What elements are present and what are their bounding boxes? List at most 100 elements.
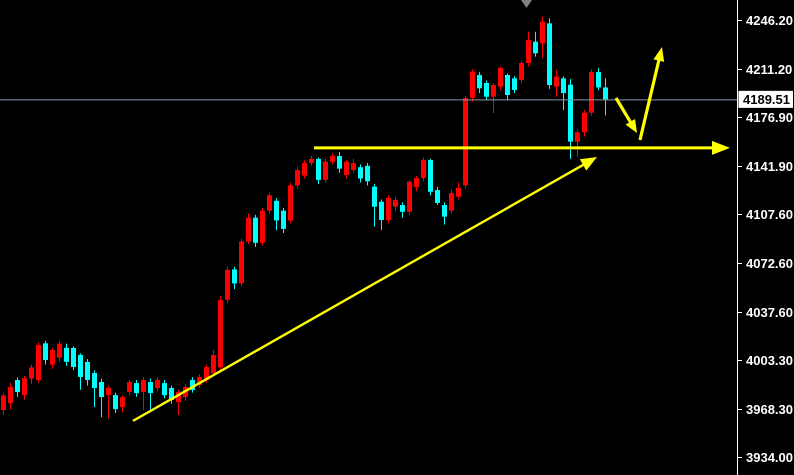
rising-trendline-arrow[interactable] xyxy=(132,162,586,422)
candle-body xyxy=(22,378,27,396)
candle-body xyxy=(330,156,335,162)
candle-body xyxy=(92,373,97,388)
candle-body xyxy=(533,41,538,54)
candle-body xyxy=(141,380,146,393)
price-axis-strip[interactable] xyxy=(738,0,794,475)
candle-body xyxy=(379,201,384,221)
price-tick-label: 4037.60 xyxy=(746,305,793,320)
candle-body xyxy=(260,210,265,243)
projection-up-arrow-head[interactable] xyxy=(653,47,665,62)
candle-body xyxy=(225,269,230,300)
candle-body xyxy=(148,381,153,394)
candle-body xyxy=(344,161,349,175)
candle-body xyxy=(519,62,524,81)
candle-body xyxy=(302,163,307,176)
candle-body xyxy=(246,217,251,242)
candle-body xyxy=(288,185,293,221)
candle-body xyxy=(169,387,174,401)
candle-body xyxy=(470,71,475,98)
candle-body xyxy=(274,200,279,221)
candle-body xyxy=(337,156,342,169)
candle-body xyxy=(211,354,216,374)
candle-body xyxy=(449,193,454,211)
candle-body xyxy=(8,387,13,404)
candle-body xyxy=(603,87,608,100)
candle-body xyxy=(428,159,433,192)
price-tick-label: 4072.60 xyxy=(746,256,793,271)
candle-body xyxy=(456,187,461,197)
candle-body xyxy=(239,241,244,284)
candle-body xyxy=(421,159,426,179)
candle-body xyxy=(484,82,489,97)
candle-body xyxy=(85,361,90,381)
candle-body xyxy=(71,347,76,367)
candle-body xyxy=(106,387,111,396)
candle-body xyxy=(155,380,160,388)
candle-body xyxy=(29,367,34,379)
candle-body xyxy=(134,383,139,394)
candle-body xyxy=(596,72,601,88)
rising-trendline-arrow-head[interactable] xyxy=(579,157,597,171)
candle-body xyxy=(463,97,468,186)
candle-body xyxy=(477,75,482,89)
candle-body xyxy=(316,158,321,180)
price-tick-label: 4246.20 xyxy=(746,13,793,28)
candle-body xyxy=(526,40,531,63)
candle-body xyxy=(547,23,552,86)
candle-body xyxy=(64,347,69,362)
candle-body xyxy=(127,381,132,393)
candle-body xyxy=(323,161,328,180)
candle-body xyxy=(162,383,167,396)
candle-body xyxy=(582,112,587,133)
candle-body xyxy=(176,392,181,402)
candle-body xyxy=(365,165,370,182)
current-price-label: 4189.51 xyxy=(743,92,790,107)
pullback-down-arrow-head[interactable] xyxy=(625,118,637,133)
candle-body xyxy=(568,84,573,142)
candle-body xyxy=(386,198,391,221)
price-tick-label: 3968.30 xyxy=(746,402,793,417)
candle-body xyxy=(435,190,440,203)
candle-body xyxy=(393,200,398,207)
candle-body xyxy=(540,21,545,44)
current-price-label-box xyxy=(738,90,793,108)
candle-body xyxy=(561,78,566,94)
candle-body xyxy=(57,343,62,358)
candle-body xyxy=(43,343,48,360)
candle-body xyxy=(554,76,559,87)
candle-body xyxy=(15,380,20,393)
horizontal-resistance-arrow-head[interactable] xyxy=(712,140,730,155)
candle-body xyxy=(78,354,83,377)
candle-body xyxy=(358,167,363,179)
candle-body xyxy=(218,300,223,368)
candle-body xyxy=(50,350,55,365)
candle-body xyxy=(99,381,104,398)
candle-body xyxy=(498,68,503,87)
candle-body xyxy=(372,186,377,207)
candle-body xyxy=(113,395,118,410)
candle-body xyxy=(295,170,300,186)
projection-up-arrow[interactable] xyxy=(638,58,661,141)
candle-body xyxy=(190,380,195,390)
candle-body xyxy=(505,75,510,96)
candle-body xyxy=(309,158,314,164)
candle-body xyxy=(120,397,125,408)
candle-body xyxy=(281,210,286,229)
price-tick-label: 4107.60 xyxy=(746,207,793,222)
chart-shift-marker-icon xyxy=(521,0,532,8)
candle-body xyxy=(232,269,237,284)
candle-body xyxy=(589,72,594,113)
candle-body xyxy=(400,205,405,212)
candle-body xyxy=(351,163,356,171)
price-tick-label: 3934.00 xyxy=(746,450,793,465)
candle-body xyxy=(197,376,202,386)
candle-body xyxy=(1,395,6,411)
candle-body xyxy=(407,181,412,212)
candle-body xyxy=(512,78,517,90)
candle-body xyxy=(442,205,447,217)
candle-body xyxy=(414,178,419,187)
candle-body xyxy=(267,195,272,211)
pullback-down-arrow[interactable] xyxy=(614,97,633,125)
